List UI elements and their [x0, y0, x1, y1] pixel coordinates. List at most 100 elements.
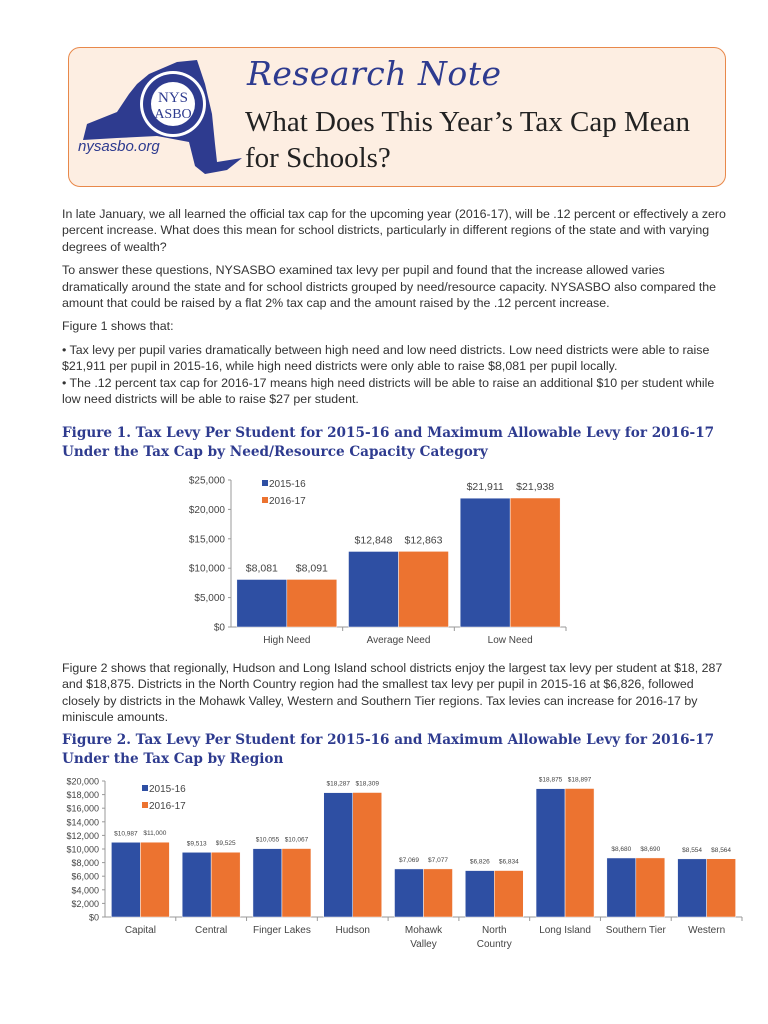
category-label: Central: [195, 925, 227, 936]
bar-2016-17: [423, 868, 453, 918]
category-label: Average Need: [367, 635, 431, 646]
figure-1-chart: $0 $5,000 $10,000 $15,000 $20,000 $25,000 $8,0…: [189, 476, 567, 646]
paragraph: In late January, we all learned the offi…: [62, 207, 726, 254]
figure-1-title: Figure 1. Tax Levy Per Student for 2015-…: [62, 425, 715, 460]
data-label: $21,911: [467, 481, 504, 493]
y-tick-label: $8,000: [71, 858, 99, 868]
data-label: $9,513: [187, 840, 207, 847]
bar-2016-17: [706, 858, 736, 918]
y-tick-label: $14,000: [66, 817, 99, 827]
legend-label: 2016-17: [149, 801, 186, 812]
y-tick-label: $5,000: [194, 593, 225, 604]
y-tick-label: $10,000: [66, 845, 99, 855]
bar-2016-17: [564, 788, 595, 918]
legend-swatch: [142, 802, 148, 808]
bar-2015-16: [348, 551, 399, 628]
bar-2015-16: [252, 848, 283, 918]
data-label: $10,055: [256, 837, 280, 844]
category-label: Hudson: [335, 925, 369, 936]
data-label: $8,690: [640, 846, 660, 853]
legend-label: 2015-16: [269, 479, 306, 490]
bar-2016-17: [140, 841, 170, 918]
bar-2015-16: [459, 497, 511, 628]
y-tick-label: $15,000: [189, 534, 226, 545]
website-label: nysasbo.org: [78, 138, 160, 155]
data-label: $18,309: [355, 780, 379, 787]
paragraph: Figure 2 shows that regionally, Hudson a…: [62, 661, 723, 725]
data-label: $18,875: [539, 777, 563, 784]
category-label: Low Need: [488, 635, 533, 646]
category-label: Western: [688, 925, 725, 936]
data-label: $12,848: [355, 534, 393, 546]
legend-swatch: [142, 785, 148, 791]
bar-2016-17: [509, 497, 561, 628]
category-label: Finger Lakes: [253, 925, 311, 936]
y-tick-label: $18,000: [66, 790, 99, 800]
bullet-item: • The .12 percent tax cap for 2016-17 me…: [62, 375, 715, 407]
data-label: $18,897: [568, 777, 592, 784]
category-label: High Need: [263, 635, 310, 646]
y-tick-label: $2,000: [71, 899, 99, 909]
data-label: $12,863: [405, 534, 443, 546]
bar-2015-16: [111, 842, 141, 918]
bar-2016-17: [286, 579, 338, 628]
paragraph: Figure 1 shows that:: [62, 319, 174, 334]
category-label: North: [482, 925, 506, 936]
category-label: Long Island: [539, 925, 591, 936]
data-label: $8,091: [296, 562, 328, 574]
category-label: Capital: [125, 925, 156, 936]
data-label: $6,834: [499, 859, 519, 866]
figure-2-title: Figure 2. Tax Levy Per Student for 2015-…: [62, 732, 715, 767]
y-tick-label: $12,000: [66, 831, 99, 841]
data-label: $21,938: [516, 481, 554, 493]
bar-2016-17: [635, 857, 666, 918]
data-label: $8,680: [611, 846, 631, 853]
category-label: Country: [477, 939, 512, 950]
intro-text: In late January, we all learned the offi…: [62, 206, 730, 407]
data-label: $6,826: [470, 859, 490, 866]
research-note-kicker: Research Note: [247, 54, 502, 93]
bar-2015-16: [677, 858, 707, 918]
data-label: $10,067: [285, 837, 309, 844]
bar-2016-17: [210, 851, 241, 918]
data-label: $8,564: [711, 847, 731, 854]
legend-swatch: [262, 480, 268, 486]
bullet-item: • Tax levy per pupil varies dramatically…: [62, 342, 710, 374]
bar-2016-17: [398, 551, 449, 628]
data-label: $7,069: [399, 857, 419, 864]
bar-2015-16: [181, 852, 212, 918]
data-label: $7,077: [428, 857, 448, 864]
y-tick-label: $20,000: [189, 505, 226, 516]
y-tick-label: $4,000: [71, 885, 99, 895]
data-label: $11,000: [143, 830, 166, 837]
data-label: $10,987: [114, 830, 138, 837]
data-label: $9,525: [216, 840, 236, 847]
svg-text:NYS: NYS: [158, 90, 188, 106]
page-title: What Does This Year’s Tax Cap Mean for S…: [245, 106, 690, 174]
figure-2-chart: $0 $2,000 $4,000 $6,000 $8,000 $10,000 $12,000…: [66, 777, 743, 950]
category-label: Southern Tier: [606, 925, 667, 936]
legend-swatch: [262, 497, 268, 503]
category-label: Valley: [410, 939, 437, 950]
bar-2015-16: [394, 868, 424, 918]
data-label: $18,287: [326, 781, 350, 788]
bar-2015-16: [236, 579, 288, 628]
paragraph: To answer these questions, NYSASBO exami…: [62, 263, 717, 311]
research-note-header: NYS ASBO nysasbo.org Research Note What …: [68, 47, 726, 187]
bar-2015-16: [323, 792, 353, 918]
y-tick-label: $25,000: [189, 476, 226, 487]
y-tick-label: $0: [214, 623, 226, 634]
y-tick-label: $10,000: [189, 564, 226, 575]
bar-2015-16: [535, 788, 566, 918]
nysasbo-logo: NYS ASBO: [83, 60, 242, 174]
bar-2016-17: [352, 792, 382, 918]
data-label: $8,081: [246, 562, 278, 574]
bar-2015-16: [606, 857, 637, 918]
bar-2016-17: [281, 848, 312, 918]
y-tick-label: $16,000: [66, 804, 99, 814]
legend-label: 2015-16: [149, 784, 186, 795]
bar-2016-17: [494, 870, 524, 918]
y-tick-label: $6,000: [71, 872, 99, 882]
svg-text:ASBO: ASBO: [154, 107, 191, 122]
bar-2015-16: [465, 870, 495, 918]
